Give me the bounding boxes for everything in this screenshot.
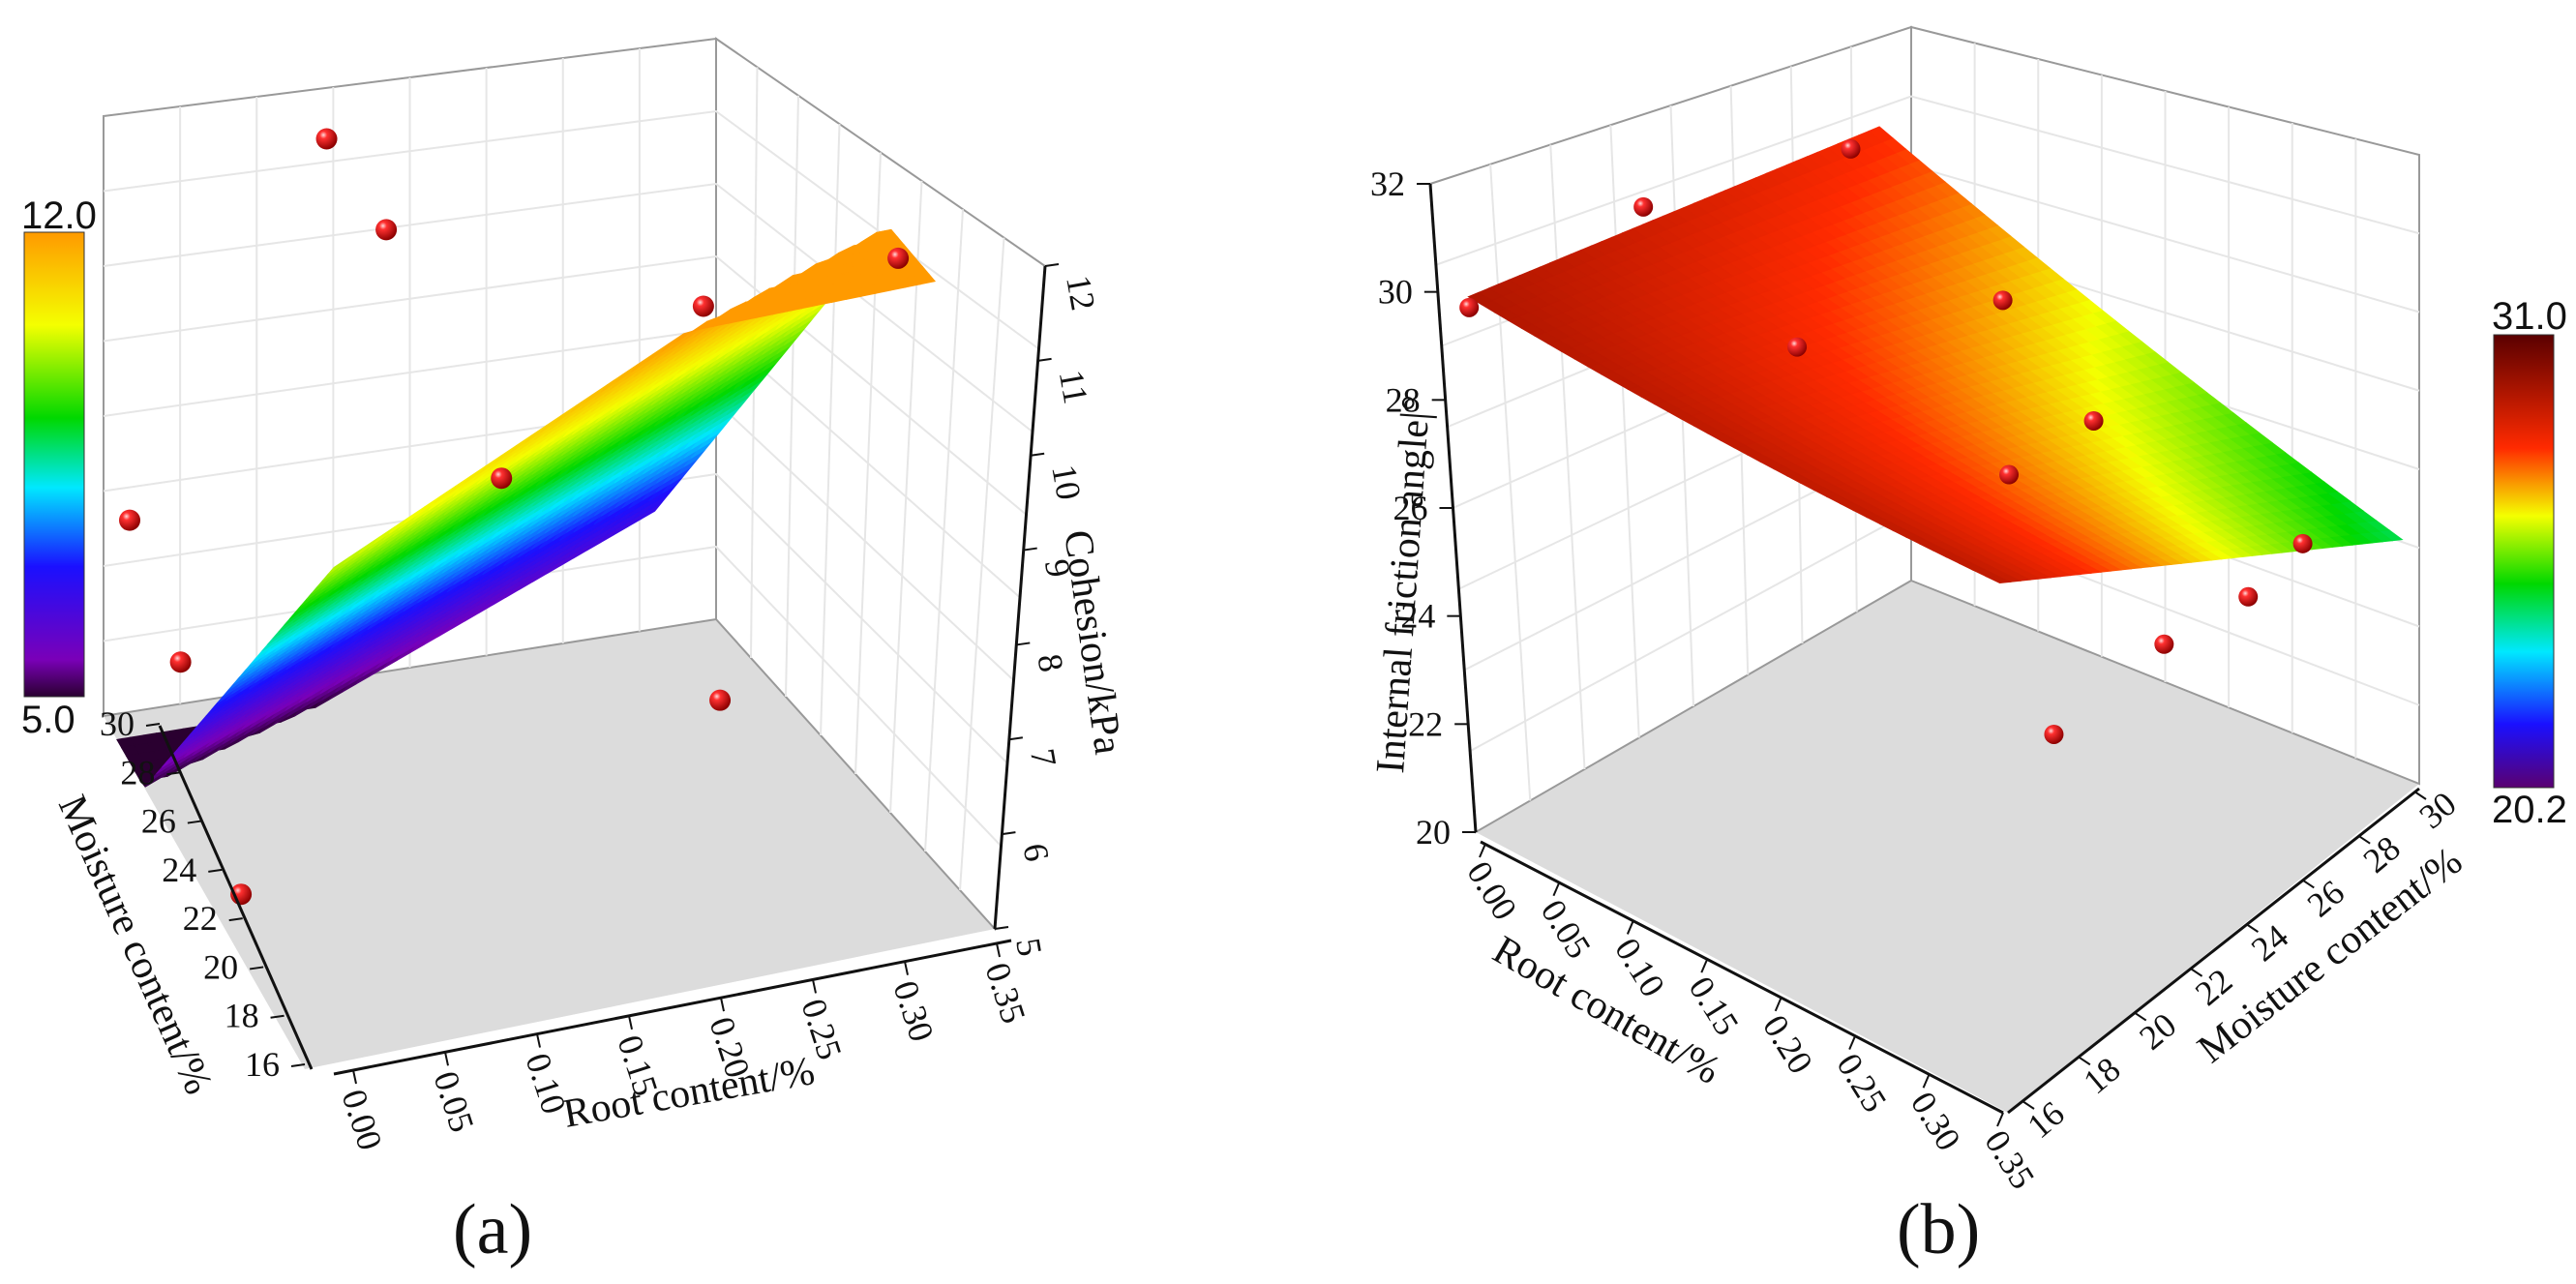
chart-a-z-tick: 6 <box>1016 841 1058 865</box>
chart-b-y-tick: 18 <box>2076 1050 2127 1102</box>
chart-b-z-tick: 28 <box>1386 380 1421 419</box>
chart-a-x-axis <box>333 939 1012 1076</box>
chart-a-x-label: Root content/% <box>560 1049 818 1137</box>
chart-a-y-tick: 26 <box>141 802 176 841</box>
chart-b-x-tick: 0.35 <box>1977 1123 2042 1196</box>
chart-b-colorbar-max: 31.0 <box>2492 295 2567 338</box>
chart-b-z-tick: 30 <box>1378 273 1413 312</box>
chart-b-data-point <box>1999 464 2020 485</box>
chart-b-y-tick: 30 <box>2411 784 2463 836</box>
chart-a-data-point <box>375 219 398 241</box>
chart-a-data-point <box>315 128 338 150</box>
chart-b-surface-cell <box>1467 291 1493 306</box>
chart-a-z-tick: 10 <box>1044 462 1089 502</box>
chart-b-x-tick: 0.00 <box>1459 854 1524 927</box>
chart-a-z-label: Cohesion/kPa <box>1055 527 1130 758</box>
chart-b-data-point <box>1633 196 1654 217</box>
chart-b-z-tick: 24 <box>1400 597 1435 636</box>
chart-b-data-point <box>1459 297 1480 317</box>
chart-b-data-point <box>2083 410 2104 431</box>
chart-b-surface <box>1467 126 2404 584</box>
chart-b-y-tick: 20 <box>2132 1005 2183 1058</box>
chart-b-z-tick: 22 <box>1408 704 1443 743</box>
chart-b-colorbar: 31.0 20.2 <box>2492 295 2567 831</box>
chart-a-data-point <box>169 651 192 673</box>
chart-a-y-axis <box>158 725 314 1070</box>
chart-a-z-tick: 12 <box>1059 272 1103 313</box>
panel-label-a: (a) <box>453 1190 532 1269</box>
chart-b-x-tick: 0.30 <box>1903 1085 1968 1157</box>
chart-a-y-tick: 16 <box>245 1045 280 1084</box>
chart-b-z-tick: 26 <box>1393 489 1428 527</box>
chart-a-data-point <box>491 467 513 490</box>
chart-b-data-point <box>2292 533 2313 553</box>
chart-b-x-tick: 0.15 <box>1682 970 1747 1042</box>
chart-b-colorbar-min: 20.2 <box>2492 789 2567 831</box>
chart-a-y-tick: 24 <box>162 851 196 889</box>
chart-a-y-tick: 20 <box>203 947 238 986</box>
chart-a-colorbar-min: 5.0 <box>21 699 75 741</box>
chart-a-z-axis <box>993 265 1047 930</box>
chart-a-z-tick: 5 <box>1008 935 1050 959</box>
chart-b-x-tick: 0.25 <box>1829 1047 1894 1120</box>
chart-a-z-tick: 7 <box>1023 746 1064 770</box>
chart-a-floor <box>104 619 995 1069</box>
chart-b-z-tick: 32 <box>1370 164 1405 203</box>
chart-a-x-tick: 0.30 <box>885 976 942 1046</box>
chart-a-y-tick: 30 <box>100 704 135 743</box>
chart-b-x-tick: 0.20 <box>1755 1008 1820 1081</box>
chart-b-y-axis <box>2007 787 2420 1115</box>
chart-a-colorbar: 12.0 5.0 <box>21 194 97 741</box>
chart-b-data-point <box>2238 586 2259 607</box>
chart-a-points <box>119 128 910 906</box>
chart-a-surface <box>116 228 937 788</box>
chart-a-y-tick: 28 <box>120 753 155 791</box>
chart-a-data-point <box>119 509 141 531</box>
chart-a-data-point <box>887 247 910 269</box>
chart-a-x-tick: 0.05 <box>426 1066 482 1136</box>
chart-b-data-point <box>1992 290 2013 311</box>
chart-a-z-tick: 11 <box>1052 367 1095 406</box>
chart-b-points <box>1459 138 2313 744</box>
chart-a-x-tick: 0.00 <box>334 1085 390 1154</box>
chart-b-data-point <box>1841 138 1861 159</box>
chart-a-data-point <box>709 689 732 711</box>
chart-a-z-tick: 8 <box>1030 651 1071 675</box>
chart-a-colorbar-max: 12.0 <box>21 194 97 237</box>
panel-label-b: (b) <box>1897 1190 1980 1269</box>
chart-b: 202224262830320.000.050.100.150.200.250.… <box>1368 25 2567 1269</box>
chart-b-z-tick: 20 <box>1416 813 1451 851</box>
chart-a-y-tick: 22 <box>183 899 218 938</box>
chart-a-x-tick: 0.35 <box>977 958 1033 1028</box>
chart-a-y-tick: 18 <box>225 997 259 1035</box>
chart-b-data-point <box>2154 634 2174 654</box>
chart-b-x-axis <box>1480 840 2004 1115</box>
chart-b-data-point <box>1787 337 1808 357</box>
chart-b-data-point <box>2044 724 2064 744</box>
chart-a-surface-cell <box>913 273 937 285</box>
chart-b-floor <box>1476 581 2419 1113</box>
chart-a-data-point <box>692 295 714 317</box>
chart-b-y-tick: 16 <box>2020 1093 2071 1146</box>
